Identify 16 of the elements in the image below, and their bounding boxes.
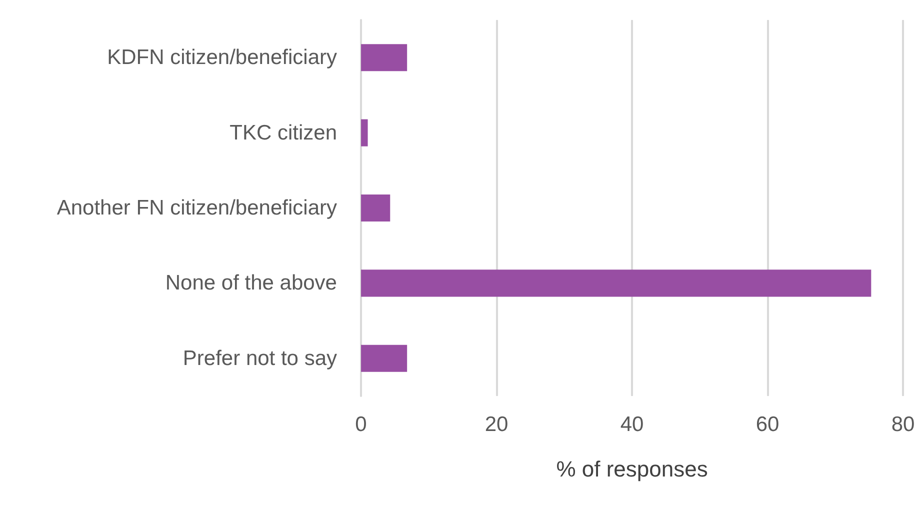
x-tick-label: 80 bbox=[891, 413, 915, 436]
y-tick-label: Another FN citizen/beneficiary bbox=[56, 196, 338, 220]
x-tick-label: 0 bbox=[355, 413, 367, 436]
bar bbox=[361, 270, 872, 297]
y-tick-label: TKC citizen bbox=[230, 121, 337, 144]
bar bbox=[361, 119, 368, 146]
y-tick-label: None of the above bbox=[165, 272, 337, 295]
bar bbox=[361, 194, 390, 222]
x-tick-label: 40 bbox=[620, 413, 644, 436]
x-tick-label: 60 bbox=[756, 413, 780, 436]
y-tick-label: KDFN citizen/beneficiary bbox=[107, 46, 338, 70]
y-tick-label: Prefer not to say bbox=[182, 346, 338, 370]
x-tick-label: 20 bbox=[484, 413, 508, 436]
bar bbox=[361, 44, 408, 72]
bar bbox=[361, 344, 408, 372]
x-axis-title: % of responses bbox=[556, 456, 708, 482]
